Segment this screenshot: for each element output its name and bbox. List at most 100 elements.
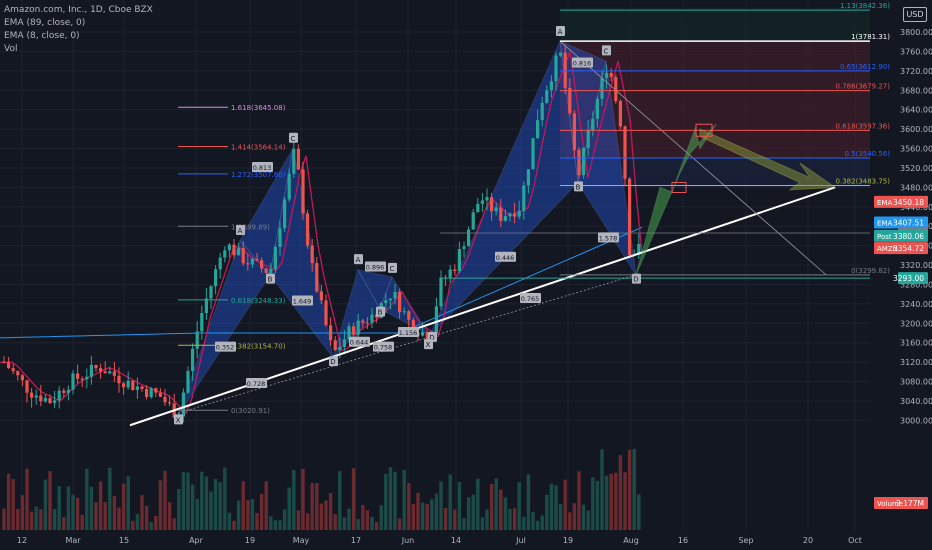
price-tick: 3200.00 xyxy=(900,319,932,328)
price-label-value: 3354.72 xyxy=(893,244,924,253)
pattern-point-label: A xyxy=(558,28,563,36)
candlesticks xyxy=(2,44,641,423)
volume-bar xyxy=(310,483,314,530)
price-label-name: Volume xyxy=(877,500,903,508)
volume-bar xyxy=(457,481,462,530)
candle xyxy=(623,126,627,179)
volume-bar xyxy=(287,487,291,530)
volume-bar xyxy=(112,496,117,530)
volume-bar xyxy=(508,508,512,530)
volume-bar xyxy=(581,504,586,530)
volume-bar xyxy=(503,497,508,530)
time-tick: 14 xyxy=(451,536,461,545)
volume-bar xyxy=(453,509,457,530)
candle xyxy=(609,72,613,78)
fib-label: 0(3299.82) xyxy=(851,267,890,275)
volume-bar xyxy=(600,449,604,530)
candle xyxy=(352,326,356,335)
candle xyxy=(149,388,153,398)
time-axis: 12 Mar 15 Apr 19 May 17 Jun 14 Jul 19 Aug 16 Sep 20 Oct xyxy=(17,536,862,545)
candle xyxy=(365,322,369,324)
chart-grid xyxy=(0,0,870,530)
pattern-point-label: A xyxy=(238,227,243,235)
volume-bar xyxy=(512,508,517,530)
volume-bar xyxy=(448,474,452,530)
pattern-point-label: C xyxy=(604,47,609,55)
candle xyxy=(39,395,43,402)
volume-bar xyxy=(278,520,282,530)
candle xyxy=(600,78,604,99)
volume-bar xyxy=(604,475,609,530)
volume-bar xyxy=(209,491,213,530)
volume-bar xyxy=(2,508,6,530)
volume-bar xyxy=(416,492,420,530)
volume-bar xyxy=(269,516,273,530)
price-axis: 3800.00 3760.00 3720.00 3680.00 3640.00 3600.… xyxy=(874,28,932,509)
volume-bar xyxy=(494,478,498,530)
volume-bar xyxy=(411,504,416,530)
time-tick: Mar xyxy=(65,536,81,545)
candle xyxy=(126,380,130,388)
volume-bar xyxy=(71,494,75,530)
volume-bar xyxy=(108,467,112,530)
pattern-point-bg xyxy=(632,273,641,284)
price-label-name: EMA xyxy=(877,199,892,207)
fib-left-label: 0(3020.91) xyxy=(231,407,270,415)
price-tick: 3640.00 xyxy=(900,106,932,115)
volume-bar xyxy=(374,521,379,530)
candle xyxy=(223,250,227,258)
candle xyxy=(43,398,47,402)
candle xyxy=(462,246,466,249)
price-tick: 3240.00 xyxy=(900,300,932,309)
legend-volume: Vol xyxy=(4,44,18,54)
volume-bar xyxy=(6,473,11,530)
volume-bar xyxy=(94,502,98,530)
volume-bar xyxy=(480,517,485,530)
volume-bar xyxy=(223,467,227,530)
volume-bar xyxy=(190,484,195,530)
pattern-ratio-label: 1.578 xyxy=(599,234,618,242)
candle xyxy=(260,260,264,269)
volume-bar xyxy=(149,521,153,530)
volume-bar xyxy=(577,471,581,530)
candle xyxy=(582,147,586,176)
volume-bar xyxy=(29,511,34,530)
candle xyxy=(117,375,121,384)
candle xyxy=(568,87,572,114)
pattern-point-bg xyxy=(354,254,363,265)
volume-bar xyxy=(439,481,443,530)
volume-bar xyxy=(558,504,563,530)
price-tick: 3280.00 xyxy=(900,280,932,289)
candle xyxy=(218,257,222,270)
price-tick: 3320.00 xyxy=(900,261,932,270)
candle xyxy=(57,390,61,401)
candle xyxy=(572,113,576,150)
fib-left-label: 0.618(3248.33) xyxy=(231,297,286,305)
candle xyxy=(549,81,553,91)
pattern-ratio-label: 1.156 xyxy=(399,329,418,337)
candle xyxy=(315,263,319,292)
candle xyxy=(11,368,15,372)
legend-ema-8: EMA (8, close, 0) xyxy=(4,31,80,41)
pattern-ratio-bg xyxy=(572,57,593,68)
pattern-ratio-bg xyxy=(215,341,236,352)
price-label-bg xyxy=(874,229,928,242)
volume-bar xyxy=(531,511,535,530)
volume-bar xyxy=(75,497,80,530)
pattern-point-bg xyxy=(376,306,385,317)
candle xyxy=(356,320,360,335)
currency-button[interactable]: USD xyxy=(903,7,927,22)
candle xyxy=(255,258,259,261)
candle xyxy=(112,371,116,376)
candle xyxy=(108,371,112,374)
volume-bar xyxy=(292,469,296,530)
candle xyxy=(103,371,107,374)
volume-bar xyxy=(39,509,43,530)
candle xyxy=(237,248,241,256)
ema-lines xyxy=(0,51,643,415)
fib-label: 0.5(3540.56) xyxy=(844,150,890,158)
price-tick: 3560.00 xyxy=(900,145,932,154)
pattern-ratio-label: 0.446 xyxy=(496,254,515,262)
price-tick: 3040.00 xyxy=(900,397,932,406)
